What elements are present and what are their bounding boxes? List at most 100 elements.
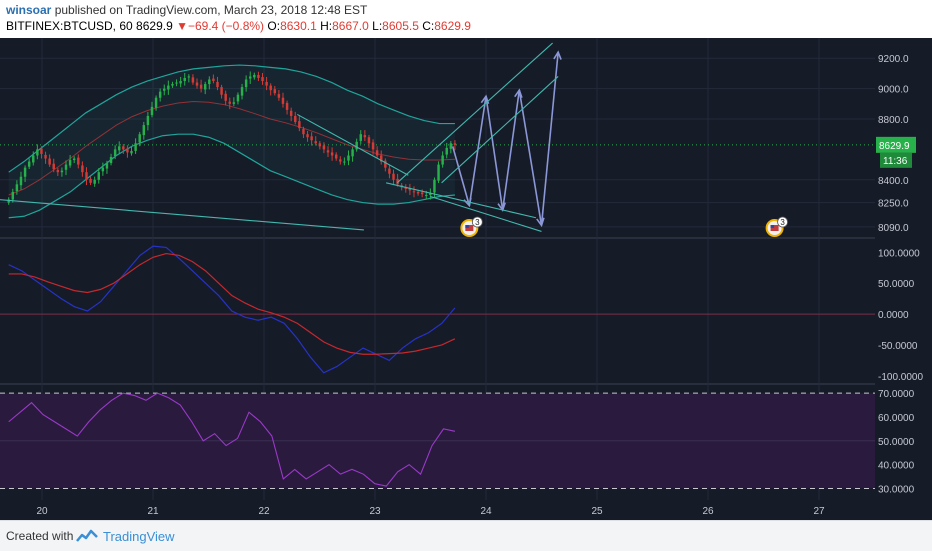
last-price: 8629.9 — [136, 19, 173, 33]
bollinger-upper-line — [8, 64, 455, 173]
candle-body — [224, 93, 227, 101]
low-label: L: — [372, 19, 383, 33]
candle-body — [15, 184, 19, 192]
price-axis-background — [875, 38, 932, 520]
candle-body — [97, 172, 100, 180]
candle-body — [60, 170, 64, 173]
event-count-label: 3 — [780, 218, 785, 227]
high-value: 8667.0 — [332, 19, 369, 33]
bollinger-lower-line — [8, 133, 455, 219]
candle-body — [277, 94, 281, 98]
candle-body — [273, 89, 277, 94]
countdown-value: 11:36 — [883, 156, 908, 167]
candle-body — [72, 158, 76, 161]
candle-body — [257, 74, 260, 78]
price-change: −69.4 (−0.8%) — [187, 19, 265, 33]
macd-tick-label: 0.0000 — [878, 310, 909, 321]
candle-body — [175, 82, 178, 84]
candle-body — [134, 143, 137, 151]
candle-body — [40, 148, 43, 154]
time-tick-label: 24 — [480, 506, 492, 517]
bollinger-bands — [8, 64, 455, 219]
candle-body — [122, 146, 125, 150]
macd-line — [8, 245, 456, 374]
projection-arrow-line — [518, 90, 543, 226]
candle-body — [36, 149, 39, 156]
candle-body — [23, 167, 27, 177]
candle-body — [433, 179, 436, 193]
time-tick-label: 26 — [702, 506, 714, 517]
flag-canton-icon — [770, 225, 775, 228]
symbol-line: BITFINEX:BTCUSD, 60 8629.9 ▼−69.4 (−0.8%… — [6, 19, 471, 33]
candle-body — [249, 76, 252, 79]
bollinger-basis-line — [8, 101, 455, 196]
author-link[interactable]: winsoar — [6, 3, 52, 17]
candle-body — [416, 191, 420, 194]
candle-body — [191, 77, 195, 83]
candle-body — [130, 150, 133, 154]
candle-body — [179, 81, 182, 84]
candle-body — [232, 102, 236, 104]
candle-body — [429, 193, 432, 195]
candle-body — [289, 110, 293, 116]
candle-body — [105, 163, 109, 169]
candle-body — [375, 150, 379, 156]
countdown-box — [880, 152, 912, 168]
candle-body — [236, 94, 240, 102]
candle-body — [404, 187, 408, 189]
candle-body — [310, 136, 313, 141]
candle-body — [363, 135, 367, 138]
tradingview-brand-link[interactable]: TradingView — [103, 529, 175, 544]
projection-arrow-line — [451, 146, 471, 206]
candle-body — [183, 77, 186, 82]
time-tick-label: 23 — [369, 506, 381, 517]
candle-body — [453, 143, 457, 145]
projection-arrowhead — [553, 50, 562, 60]
rsi-tick-label: 70.0000 — [878, 389, 915, 400]
low-value: 8605.5 — [382, 19, 419, 33]
candle-body — [445, 147, 448, 155]
candle-body — [212, 78, 215, 82]
trend-line — [396, 42, 553, 184]
price-tick-label: 8250.0 — [878, 199, 909, 210]
macd-tick-label: 100.0000 — [878, 248, 920, 259]
candle-body — [27, 161, 31, 167]
candle-body — [208, 79, 211, 85]
publish-line: winsoar published on TradingView.com, Ma… — [6, 3, 367, 17]
candle-body — [359, 134, 362, 141]
candle-body — [195, 82, 199, 86]
candle-body — [420, 192, 424, 195]
candle-body — [163, 88, 166, 91]
candle-body — [384, 160, 387, 168]
candle-body — [347, 155, 350, 161]
candle-body — [355, 141, 358, 150]
price-tick-label: 9200.0 — [878, 54, 909, 65]
time-tick-label: 27 — [813, 506, 825, 517]
candle-body — [334, 154, 338, 159]
candle-body — [154, 97, 158, 108]
macd-tick-label: 50.0000 — [878, 279, 915, 290]
candle-body — [318, 143, 322, 147]
candle-body — [126, 148, 129, 153]
event-count-badge — [777, 216, 788, 228]
candle-body — [326, 150, 330, 153]
time-tick-label: 20 — [36, 506, 48, 517]
candle-body — [330, 152, 334, 156]
candle-body — [425, 194, 428, 196]
candle-body — [269, 85, 272, 91]
candle-body — [339, 159, 342, 162]
candle-body — [441, 155, 444, 165]
axes: 20 21 22 23 24 25 26 27 9200.0 9000.0 8800.0 8400.0… — [36, 54, 923, 517]
candle-body — [380, 155, 383, 162]
candle-body — [68, 160, 72, 166]
candle-body — [388, 168, 391, 174]
candle-body — [367, 137, 371, 144]
footer: Created with TradingView — [0, 520, 932, 551]
published-text: published on TradingView.com, March 23, … — [54, 3, 368, 17]
created-with-text: Created with — [6, 529, 74, 543]
macd-tick-label: -100.0000 — [878, 372, 923, 383]
candles — [7, 71, 457, 205]
